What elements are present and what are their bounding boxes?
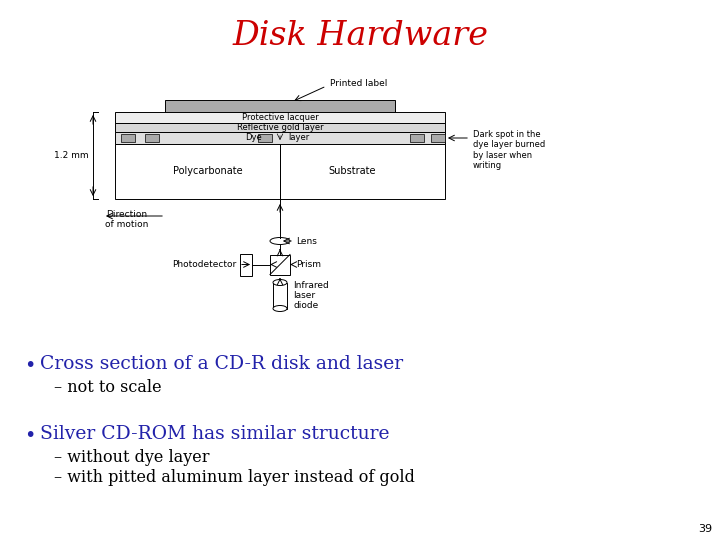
Ellipse shape xyxy=(273,306,287,312)
Bar xyxy=(145,134,159,142)
Text: Photodetector: Photodetector xyxy=(172,260,236,269)
Text: Dye: Dye xyxy=(246,133,262,143)
Text: Polycarbonate: Polycarbonate xyxy=(173,166,242,177)
Ellipse shape xyxy=(270,238,290,245)
Text: Prism: Prism xyxy=(296,260,321,269)
Text: Printed label: Printed label xyxy=(330,78,387,87)
Text: •: • xyxy=(24,426,35,445)
Bar xyxy=(115,112,445,123)
Text: Protective lacquer: Protective lacquer xyxy=(242,113,318,122)
Text: Dark spot in the
dye layer burned
by laser when
writing: Dark spot in the dye layer burned by las… xyxy=(473,130,545,170)
Text: Direction
of motion: Direction of motion xyxy=(105,210,149,230)
Bar xyxy=(270,254,290,274)
Text: •: • xyxy=(24,356,35,375)
Bar xyxy=(115,144,445,199)
Bar xyxy=(258,134,272,142)
Text: Disk Hardware: Disk Hardware xyxy=(232,20,488,52)
Bar xyxy=(273,282,287,308)
Text: Lens: Lens xyxy=(296,237,317,246)
Text: – not to scale: – not to scale xyxy=(54,379,161,396)
Text: Infrared
laser
diode: Infrared laser diode xyxy=(293,281,329,310)
Text: 1.2 mm: 1.2 mm xyxy=(55,151,89,160)
Bar xyxy=(115,132,445,144)
Ellipse shape xyxy=(273,280,287,286)
Bar xyxy=(165,100,395,112)
Text: Substrate: Substrate xyxy=(329,166,377,177)
Bar xyxy=(121,134,135,142)
Text: – with pitted aluminum layer instead of gold: – with pitted aluminum layer instead of … xyxy=(54,469,415,486)
Bar xyxy=(431,134,445,142)
Bar xyxy=(410,134,424,142)
Text: Cross section of a CD-R disk and laser: Cross section of a CD-R disk and laser xyxy=(40,355,403,373)
Text: Silver CD-ROM has similar structure: Silver CD-ROM has similar structure xyxy=(40,425,390,443)
Text: layer: layer xyxy=(288,133,310,143)
Text: – without dye layer: – without dye layer xyxy=(54,449,210,466)
Bar xyxy=(240,253,252,275)
Text: 39: 39 xyxy=(698,524,712,534)
Text: Reflective gold layer: Reflective gold layer xyxy=(237,123,323,132)
Bar xyxy=(115,123,445,132)
